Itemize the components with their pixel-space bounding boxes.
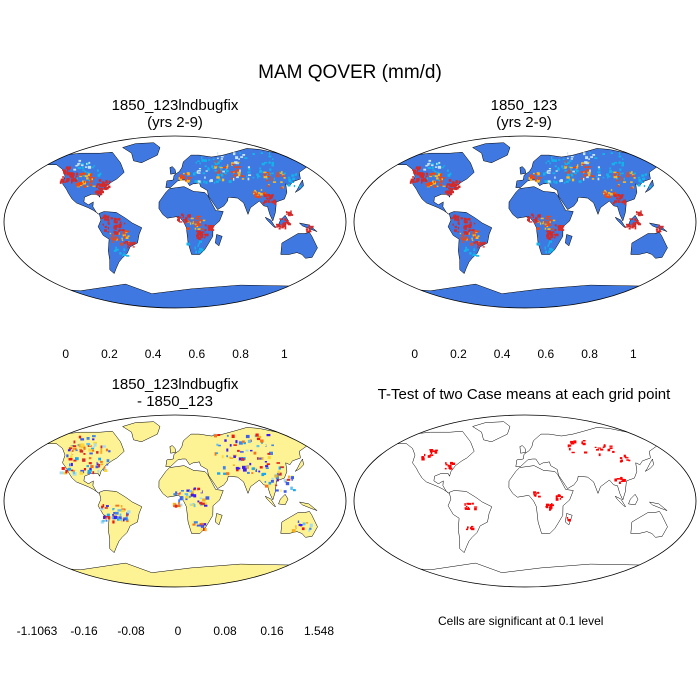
- map-panel-difference: [3, 414, 347, 588]
- globe-outline: [3, 414, 347, 588]
- map-panel-1850-123lndbugfix: [3, 135, 347, 309]
- panel-2-title-text: 1850_123: [490, 97, 558, 114]
- colorbar-tick-label: -0.16: [70, 624, 98, 638]
- continent-newGuinea: [298, 501, 318, 511]
- continent-australia: [630, 232, 668, 259]
- colorbar-tick-label: 0.08: [213, 624, 237, 638]
- continent-outline-newGuinea: [648, 501, 668, 511]
- continent-uk: [169, 166, 177, 175]
- continent-africa: [158, 465, 224, 534]
- continent-borneo: [278, 493, 289, 506]
- colorbar-panel-1: [22, 325, 328, 344]
- globe-outline: [353, 135, 697, 309]
- colorbar-tick-label: 0: [174, 624, 182, 638]
- continent-madagascar: [215, 234, 223, 247]
- continent-outline-australia: [630, 511, 668, 538]
- continent-outline-uk: [519, 445, 527, 454]
- continent-uk: [519, 166, 527, 175]
- panel-4-title-text: T-Test of two Case means at each grid po…: [377, 386, 671, 403]
- continent-outline-eurasia: [515, 427, 673, 501]
- colorbar-panel-2: [371, 325, 677, 344]
- continent-outline-sumatra: [614, 495, 627, 508]
- colorbar-panel-2-labels: 0 0.2 0.4 0.6 0.8 1: [0, 347, 700, 363]
- panel-3-title: 1850_123lndbugfix - 1850_123: [25, 376, 325, 410]
- colorbar-tick-label: -0.08: [117, 624, 145, 638]
- colorbar-tick-label: 1.548: [303, 624, 335, 638]
- colorbar-tick-label: 0.4: [144, 347, 162, 361]
- map-panel-1850-123: [353, 135, 697, 309]
- panel-3-subtitle: - 1850_123: [137, 393, 213, 410]
- panel-4-title: T-Test of two Case means at each grid po…: [344, 386, 700, 403]
- continent-madagascar: [565, 234, 573, 247]
- continent-sumatra: [614, 216, 627, 229]
- colorbar-tick-label: 0.4: [493, 347, 511, 361]
- panel-2-subtitle: (yrs 2-9): [496, 114, 552, 131]
- colorbar-panel-3-labels: -1.1063 -0.16 -0.08 0 0.08 0.16 1.548: [0, 624, 350, 640]
- map-panel-ttest: [353, 414, 697, 588]
- continent-outline-greenland: [472, 421, 511, 443]
- continent-africa: [508, 186, 574, 255]
- continent-outline-northAmerica: [385, 430, 475, 494]
- colorbar-tick-label: 0: [411, 347, 419, 361]
- colorbar-tick-label: 0.8: [232, 347, 249, 361]
- significance-note: Cells are significant at 0.1 level: [438, 614, 604, 628]
- figure-title: MAM QOVER (mm/d): [258, 62, 442, 83]
- continent-outline-borneo: [628, 493, 639, 506]
- panel-1-title-text: 1850_123lndbugfix: [111, 97, 239, 114]
- colorbar-tick-label: 1: [280, 347, 288, 361]
- colorbar-tick-label: 0.6: [188, 347, 206, 361]
- continent-japan: [294, 458, 304, 472]
- colorbar-tick-label: 0.16: [260, 624, 284, 638]
- colorbar-panel-3: [37, 603, 319, 622]
- continent-sumatra: [264, 216, 277, 229]
- colorbar-tick-label: 1: [629, 347, 637, 361]
- colorbar-tick-label: -1.1063: [16, 624, 58, 638]
- continent-greenland: [122, 142, 161, 164]
- continent-madagascar: [215, 513, 223, 526]
- continent-africa: [158, 186, 224, 255]
- continent-outline-japan: [644, 458, 654, 472]
- continent-eurasia: [165, 427, 323, 501]
- continent-outline-antarctica: [378, 562, 670, 587]
- colorbar-tick-label: 0.8: [581, 347, 598, 361]
- continent-outline-southAmerica: [447, 490, 493, 554]
- globe-outline: [353, 414, 697, 588]
- continent-australia: [280, 232, 318, 259]
- continent-greenland: [122, 421, 161, 443]
- colorbar-tick-label: 0.6: [537, 347, 555, 361]
- continent-uk: [169, 445, 177, 454]
- colorbar-tick-label: 0: [62, 347, 70, 361]
- panel-3-title-text: 1850_123lndbugfix: [111, 376, 239, 393]
- colorbar-tick-label: 0.2: [450, 347, 467, 361]
- continent-outline-africa: [508, 465, 574, 534]
- continent-outline-madagascar: [565, 513, 573, 526]
- panel-2-title: 1850_123 (yrs 2-9): [374, 97, 674, 131]
- globe-outline: [3, 135, 347, 309]
- continent-sumatra: [264, 495, 277, 508]
- continent-greenland: [472, 142, 511, 164]
- colorbar-tick-label: 0.2: [101, 347, 118, 361]
- panel-1-subtitle: (yrs 2-9): [147, 114, 203, 131]
- colorbar-panel-1-labels: 0 0.2 0.4 0.6 0.8 1: [0, 347, 350, 363]
- panel-1-title: 1850_123lndbugfix (yrs 2-9): [25, 97, 325, 131]
